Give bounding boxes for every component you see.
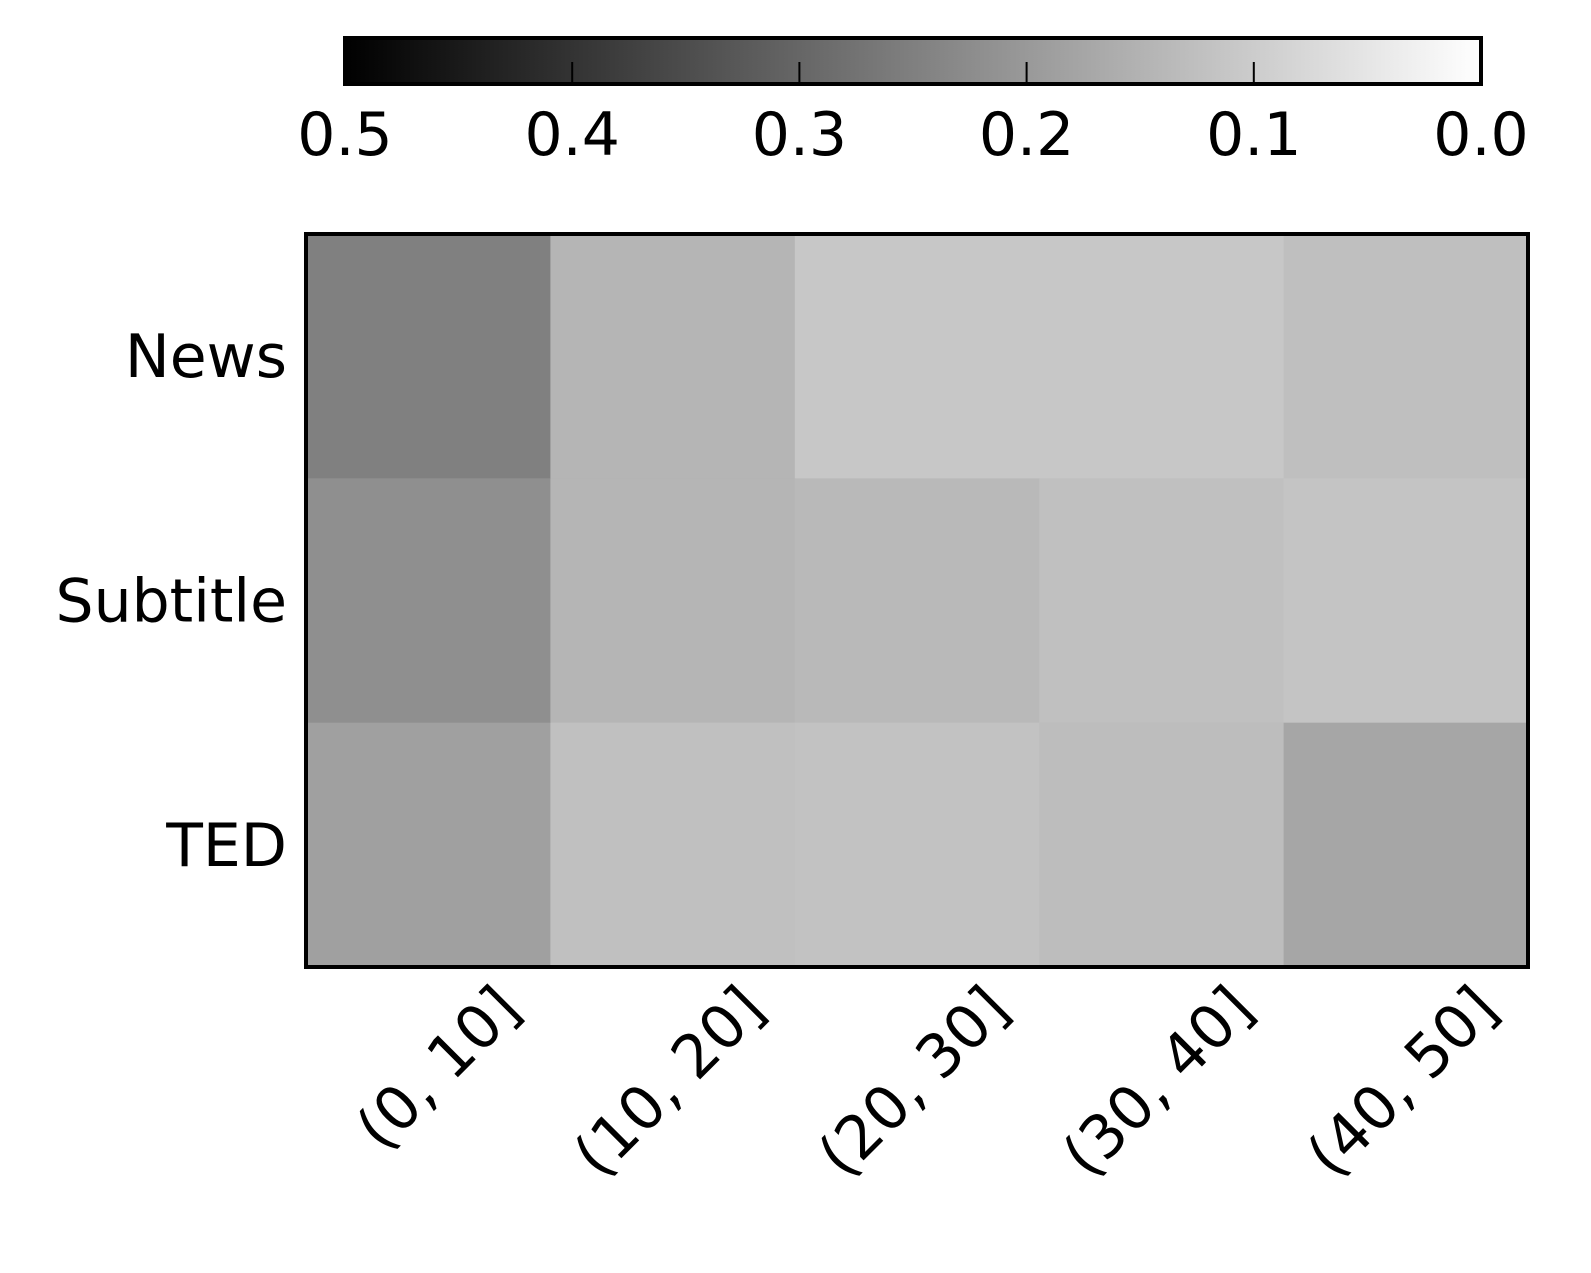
plot-frame	[304, 232, 1530, 969]
heatmap-cell	[550, 234, 796, 479]
y-tick-label: TED	[165, 811, 287, 881]
x-tick-label: (20, 30]	[805, 973, 1023, 1191]
colorbar-tick-label: 0.5	[297, 100, 392, 170]
colorbar-tick-label: 0.1	[1206, 100, 1301, 170]
x-tick-label: (10, 20]	[561, 973, 779, 1191]
heatmap-cell	[794, 722, 1040, 968]
heatmap-cell	[1283, 722, 1529, 968]
heatmap-cell	[306, 234, 551, 479]
heatmap-cell	[306, 722, 551, 968]
heatmap-cell	[794, 478, 1040, 724]
heatmap-cell	[1283, 478, 1529, 724]
heatmap-cell	[550, 478, 796, 724]
heatmap-cell	[1039, 478, 1285, 724]
y-tick-label: News	[125, 322, 287, 392]
colorbar-tick-label: 0.3	[752, 100, 847, 170]
y-tick-label: Subtitle	[55, 567, 287, 637]
x-tick-label: (40, 50]	[1294, 973, 1512, 1191]
heatmap-cell	[550, 722, 796, 968]
x-tick-label: (30, 40]	[1049, 973, 1267, 1191]
heatmap-cell	[1039, 722, 1285, 968]
heatmap-cell	[1283, 234, 1529, 479]
colorbar-tick-label: 0.4	[524, 100, 619, 170]
x-tick-label: (0, 10]	[343, 973, 534, 1164]
colorbar	[343, 36, 1483, 86]
colorbar-tick-label: 0.0	[1433, 100, 1528, 170]
heatmap-cell	[794, 234, 1040, 479]
heatmap-cell	[1039, 234, 1285, 479]
colorbar-tick-label: 0.2	[979, 100, 1074, 170]
heatmap-cell	[306, 478, 551, 724]
